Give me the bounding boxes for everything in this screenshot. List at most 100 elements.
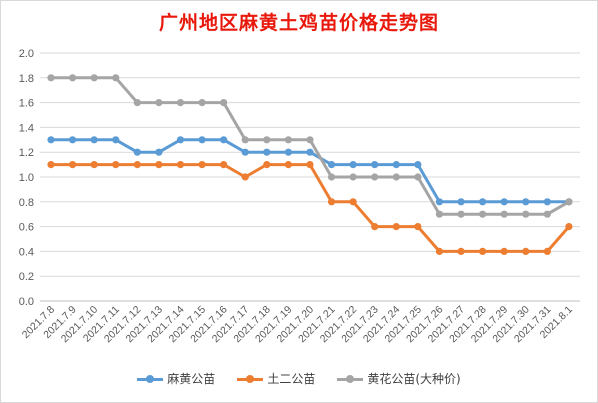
legend-label: 土二公苗 <box>267 372 316 386</box>
data-point <box>68 161 77 169</box>
y-tick-label: 0.8 <box>19 197 34 209</box>
data-point <box>392 161 400 169</box>
data-point <box>543 210 551 218</box>
data-point <box>392 223 400 231</box>
data-point <box>220 99 228 107</box>
data-point <box>155 99 163 107</box>
data-point <box>479 247 487 255</box>
y-axis-ticks: 0.0 0.2 0.4 0.6 0.8 1.0 1.2 1.4 1.6 1.8 2.0 <box>19 48 34 308</box>
data-point <box>241 173 249 181</box>
data-point <box>263 161 271 169</box>
y-tick-label: 1.0 <box>19 172 34 184</box>
data-point <box>176 161 185 169</box>
data-point <box>565 223 573 231</box>
y-tick-label: 0.0 <box>19 296 34 308</box>
data-point <box>371 161 379 169</box>
data-point <box>90 74 98 82</box>
data-point <box>133 161 141 169</box>
data-point <box>457 247 465 255</box>
series-points <box>47 74 573 255</box>
y-tick-label: 0.4 <box>19 246 34 258</box>
data-point <box>176 99 185 107</box>
y-tick-label: 2.0 <box>19 48 34 60</box>
data-point <box>500 247 508 255</box>
data-point <box>500 198 508 206</box>
data-point <box>241 136 249 144</box>
data-point <box>306 136 314 144</box>
data-point <box>522 247 530 255</box>
data-point <box>543 247 551 255</box>
data-point <box>90 136 98 144</box>
data-point <box>68 136 77 144</box>
series-line <box>49 163 571 253</box>
x-axis-ticks: 2021.7.82021.7.92021.7.102021.7.112021.7… <box>20 304 575 346</box>
data-point <box>414 161 422 169</box>
data-point <box>349 173 357 181</box>
data-point <box>133 99 141 107</box>
data-point <box>220 136 228 144</box>
y-tick-label: 1.2 <box>19 147 34 159</box>
data-point <box>435 210 444 218</box>
data-point <box>327 161 336 169</box>
data-point <box>543 198 551 206</box>
data-point <box>565 198 573 206</box>
data-point <box>327 198 336 206</box>
chart-title: 广州地区麻黄土鸡苗价格走势图 <box>158 12 439 34</box>
data-point <box>306 148 314 156</box>
data-point <box>198 99 206 107</box>
data-point <box>392 173 400 181</box>
data-point <box>47 161 55 169</box>
data-point <box>198 161 206 169</box>
data-point <box>263 136 271 144</box>
data-point <box>327 173 336 181</box>
y-tick-label: 0.6 <box>19 222 34 234</box>
data-point <box>414 173 422 181</box>
y-tick-label: 1.8 <box>19 73 34 85</box>
legend-label: 黄花公苗(大种价) <box>367 372 461 386</box>
data-point <box>457 198 465 206</box>
data-point <box>371 173 379 181</box>
data-point <box>284 148 292 156</box>
data-point <box>133 148 141 156</box>
data-point <box>112 161 120 169</box>
data-point <box>457 210 465 218</box>
data-point <box>479 198 487 206</box>
legend: 麻黄公苗 土二公苗 黄花公苗(大种价) <box>0 370 598 387</box>
data-point <box>263 148 271 156</box>
data-point <box>522 210 530 218</box>
y-tick-label: 1.6 <box>19 98 34 110</box>
data-point <box>500 210 508 218</box>
data-point <box>522 198 530 206</box>
legend-swatch <box>137 374 164 384</box>
data-point <box>112 136 120 144</box>
legend-label: 麻黄公苗 <box>167 372 216 386</box>
data-point <box>68 74 77 82</box>
data-point <box>241 148 249 156</box>
legend-item: 麻黄公苗 <box>137 370 215 387</box>
data-point <box>284 161 292 169</box>
data-point <box>90 161 98 169</box>
y-tick-label: 0.2 <box>19 271 34 283</box>
data-point <box>306 161 314 169</box>
data-point <box>479 210 487 218</box>
data-point <box>284 136 292 144</box>
data-point <box>47 74 55 82</box>
data-point <box>414 223 422 231</box>
data-point <box>371 223 379 231</box>
legend-item: 土二公苗 <box>237 370 315 387</box>
y-tick-label: 1.4 <box>19 122 34 134</box>
data-point <box>349 198 357 206</box>
data-point <box>198 136 206 144</box>
legend-swatch <box>237 374 264 384</box>
data-point <box>47 136 55 144</box>
data-point <box>112 74 120 82</box>
data-point <box>155 148 163 156</box>
legend-item: 黄花公苗(大种价) <box>337 370 461 387</box>
data-point <box>176 136 185 144</box>
gridlines <box>40 52 580 302</box>
data-point <box>349 161 357 169</box>
data-point <box>220 161 228 169</box>
data-point <box>435 247 444 255</box>
legend-swatch <box>337 374 364 384</box>
data-point <box>155 161 163 169</box>
